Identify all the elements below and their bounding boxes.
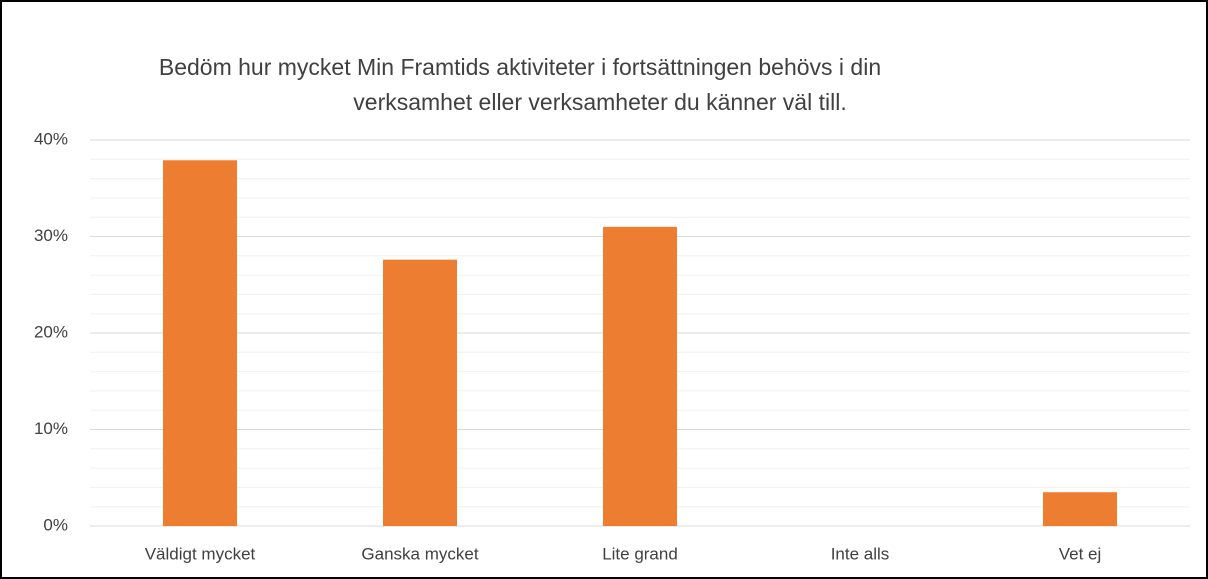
bar	[603, 226, 677, 526]
y-tick-label: 20%	[34, 322, 68, 341]
chart-title: verksamhet eller verksamheter du känner …	[353, 89, 846, 115]
x-tick-label: Vet ej	[1059, 544, 1102, 563]
x-tick-label: Lite grand	[602, 544, 678, 563]
bar	[383, 259, 457, 526]
x-tick-label: Inte alls	[831, 544, 890, 563]
bar	[1043, 492, 1117, 526]
y-tick-label: 30%	[34, 226, 68, 245]
bar	[163, 160, 237, 526]
chart-title: Bedöm hur mycket Min Framtids aktivitete…	[159, 54, 881, 80]
x-tick-label: Väldigt mycket	[145, 544, 256, 563]
y-tick-label: 0%	[43, 515, 68, 534]
x-tick-label: Ganska mycket	[361, 544, 478, 563]
y-tick-label: 10%	[34, 419, 68, 438]
y-tick-label: 40%	[34, 129, 68, 148]
